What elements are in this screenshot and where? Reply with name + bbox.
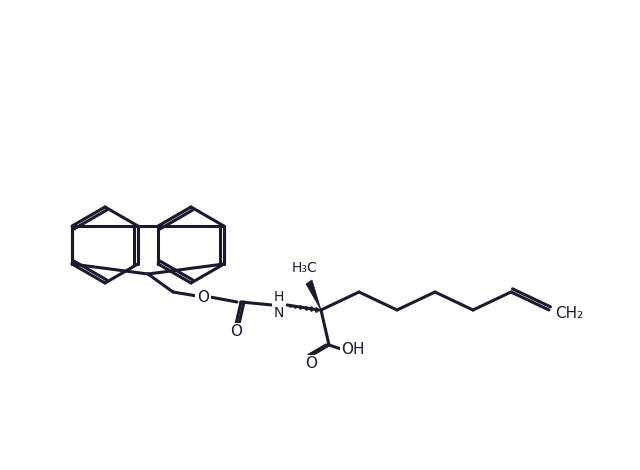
Polygon shape (306, 280, 321, 310)
Text: CH₂: CH₂ (555, 306, 583, 321)
Text: H
N: H N (274, 290, 284, 320)
Text: OH: OH (341, 343, 365, 358)
Text: O: O (197, 290, 209, 305)
Text: H₃C: H₃C (291, 261, 317, 275)
Text: O: O (305, 357, 317, 371)
Text: O: O (230, 324, 242, 339)
